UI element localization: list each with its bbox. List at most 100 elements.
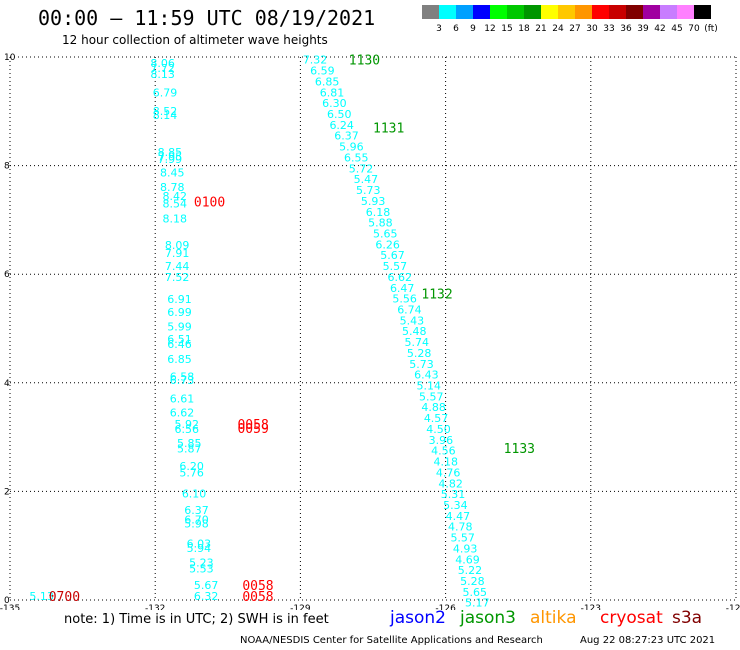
pass-time-label: 0059	[237, 422, 268, 437]
colorbar-swatch	[643, 5, 660, 19]
wave-height-label: 4.76	[436, 466, 461, 479]
wave-height-label: 6.70	[184, 514, 209, 527]
colorbar-swatch	[558, 5, 575, 19]
wave-height-label: 6.99	[167, 306, 192, 319]
wave-height-label: 8.13	[150, 68, 175, 81]
wave-height-label: 5.87	[177, 443, 202, 456]
colorbar-label: 33	[603, 24, 615, 34]
colorbar-label: 30	[586, 24, 598, 34]
wave-height-label: 6.50	[327, 108, 352, 121]
wave-height-label: 5.31	[441, 488, 466, 501]
wave-height-label: 6.37	[184, 504, 209, 517]
colorbar-label: 12	[484, 24, 496, 34]
colorbar-swatch	[677, 5, 694, 19]
pass-time-label: 0700	[49, 590, 80, 605]
wave-height-label: 4.82	[438, 477, 463, 490]
wave-height-label: 7.72	[150, 62, 175, 75]
colorbar-label: 45	[671, 24, 683, 34]
wave-height-label: 5.94	[187, 542, 212, 555]
wave-height-label: 5.53	[189, 563, 214, 576]
wave-height-label: 5.92	[175, 418, 200, 431]
colorbar-label: 39	[637, 24, 649, 34]
satellite-legend-s3a: s3a	[672, 608, 703, 628]
satellite-legend-cryosat: cryosat	[600, 608, 663, 628]
pass-time-label: 1132	[421, 288, 452, 303]
wave-height-label: 4.47	[446, 510, 471, 523]
wave-height-label: 5.57	[450, 532, 475, 545]
footnote: note: 1) Time is in UTC; 2) SWH is in fe…	[64, 612, 329, 627]
wave-height-label: 5.22	[458, 564, 483, 577]
wave-height-label: 5.57	[419, 390, 444, 403]
colorbar-label: 36	[620, 24, 632, 34]
wave-height-label: 5.99	[167, 320, 192, 333]
wave-height-label: 6.10	[182, 488, 207, 501]
wave-height-label: 4.93	[453, 542, 478, 555]
colorbar-label: 9	[470, 24, 476, 34]
colorbar-label: (ft)	[704, 24, 718, 34]
wave-height-label: 6.32	[194, 590, 219, 603]
wave-height-label: 7.44	[165, 260, 190, 273]
altimeter-plot: -135-132-129-126-123-12002468105.138.067…	[0, 53, 740, 610]
wave-height-label: 8.14	[153, 109, 178, 122]
wave-height-label: 7.91	[165, 247, 190, 260]
wave-height-label: 5.85	[177, 437, 202, 450]
wave-height-label: 5.93	[361, 195, 386, 208]
wave-height-label: 4.78	[448, 521, 473, 534]
wave-height-label: 4.50	[426, 423, 451, 436]
wave-height-label: 6.61	[170, 393, 195, 406]
colorbar-swatch	[541, 5, 558, 19]
wave-height-label: 5.57	[383, 260, 408, 273]
x-tick-label: -123	[581, 604, 601, 610]
wave-height-label: 6.74	[397, 303, 422, 316]
generation-timestamp: Aug 22 08:27:23 UTC 2021	[580, 635, 716, 646]
colorbar-swatch	[694, 5, 711, 19]
pass-time-label: 1131	[373, 122, 404, 137]
wave-height-label: 4.69	[455, 553, 480, 566]
wave-height-label: 4.57	[424, 412, 449, 425]
wave-height-label: 8.06	[150, 57, 175, 70]
x-tick-label: -129	[290, 604, 311, 610]
wave-height-label: 6.24	[329, 119, 354, 132]
wave-height-label: 5.14	[417, 380, 442, 393]
colorbar-label: 15	[501, 24, 513, 34]
colorbar-swatch	[507, 5, 524, 19]
wave-height-label: 5.98	[184, 517, 209, 530]
wave-height-label: 7.32	[303, 54, 328, 67]
wave-height-label: 6.85	[167, 353, 192, 366]
wave-height-label: 5.88	[368, 217, 393, 230]
y-tick-label: 10	[4, 53, 16, 63]
chart-title: 00:00 – 11:59 UTC 08/19/2021	[38, 6, 376, 30]
pass-time-label: 1133	[504, 442, 535, 457]
wave-height-label: 4.18	[434, 456, 459, 469]
satellite-legend-jason3: jason3	[460, 608, 516, 628]
wave-height-label: 6.58	[170, 370, 195, 383]
x-tick-label: -132	[145, 604, 165, 610]
wave-height-label: 7.52	[165, 271, 190, 284]
x-tick-label: -120	[726, 604, 740, 610]
wave-height-label: 8.54	[162, 198, 187, 211]
wave-height-label: 5.72	[349, 162, 374, 175]
colorbar-swatch	[439, 5, 456, 19]
colorbar-swatch	[473, 5, 490, 19]
wave-height-label: 5.47	[354, 173, 379, 186]
wave-height-label: 8.78	[160, 181, 185, 194]
wave-height-label: 6.26	[375, 238, 400, 251]
colorbar-swatch	[524, 5, 541, 19]
wave-height-label: 6.73	[170, 374, 195, 387]
wave-height-label: 5.23	[189, 557, 214, 570]
wave-height-label: 5.76	[179, 466, 204, 479]
wave-height-label: 8.09	[165, 239, 190, 252]
y-tick-label: 6	[4, 270, 10, 280]
satellite-legend-altika: altika	[530, 608, 577, 628]
colorbar-label: 70	[688, 24, 700, 34]
y-tick-label: 2	[4, 487, 10, 497]
wave-height-label: 5.56	[392, 293, 417, 306]
wave-height-label: 8.42	[162, 190, 187, 203]
wave-height-label: 6.37	[334, 130, 359, 143]
pass-time-label: 1130	[349, 54, 380, 69]
wave-height-label: 7.99	[158, 153, 183, 166]
wave-height-label: 7.95	[158, 150, 183, 163]
chart-subtitle: 12 hour collection of altimeter wave hei…	[62, 33, 328, 47]
colorbar-swatch	[626, 5, 643, 19]
pass-time-label: 0058	[237, 418, 268, 433]
